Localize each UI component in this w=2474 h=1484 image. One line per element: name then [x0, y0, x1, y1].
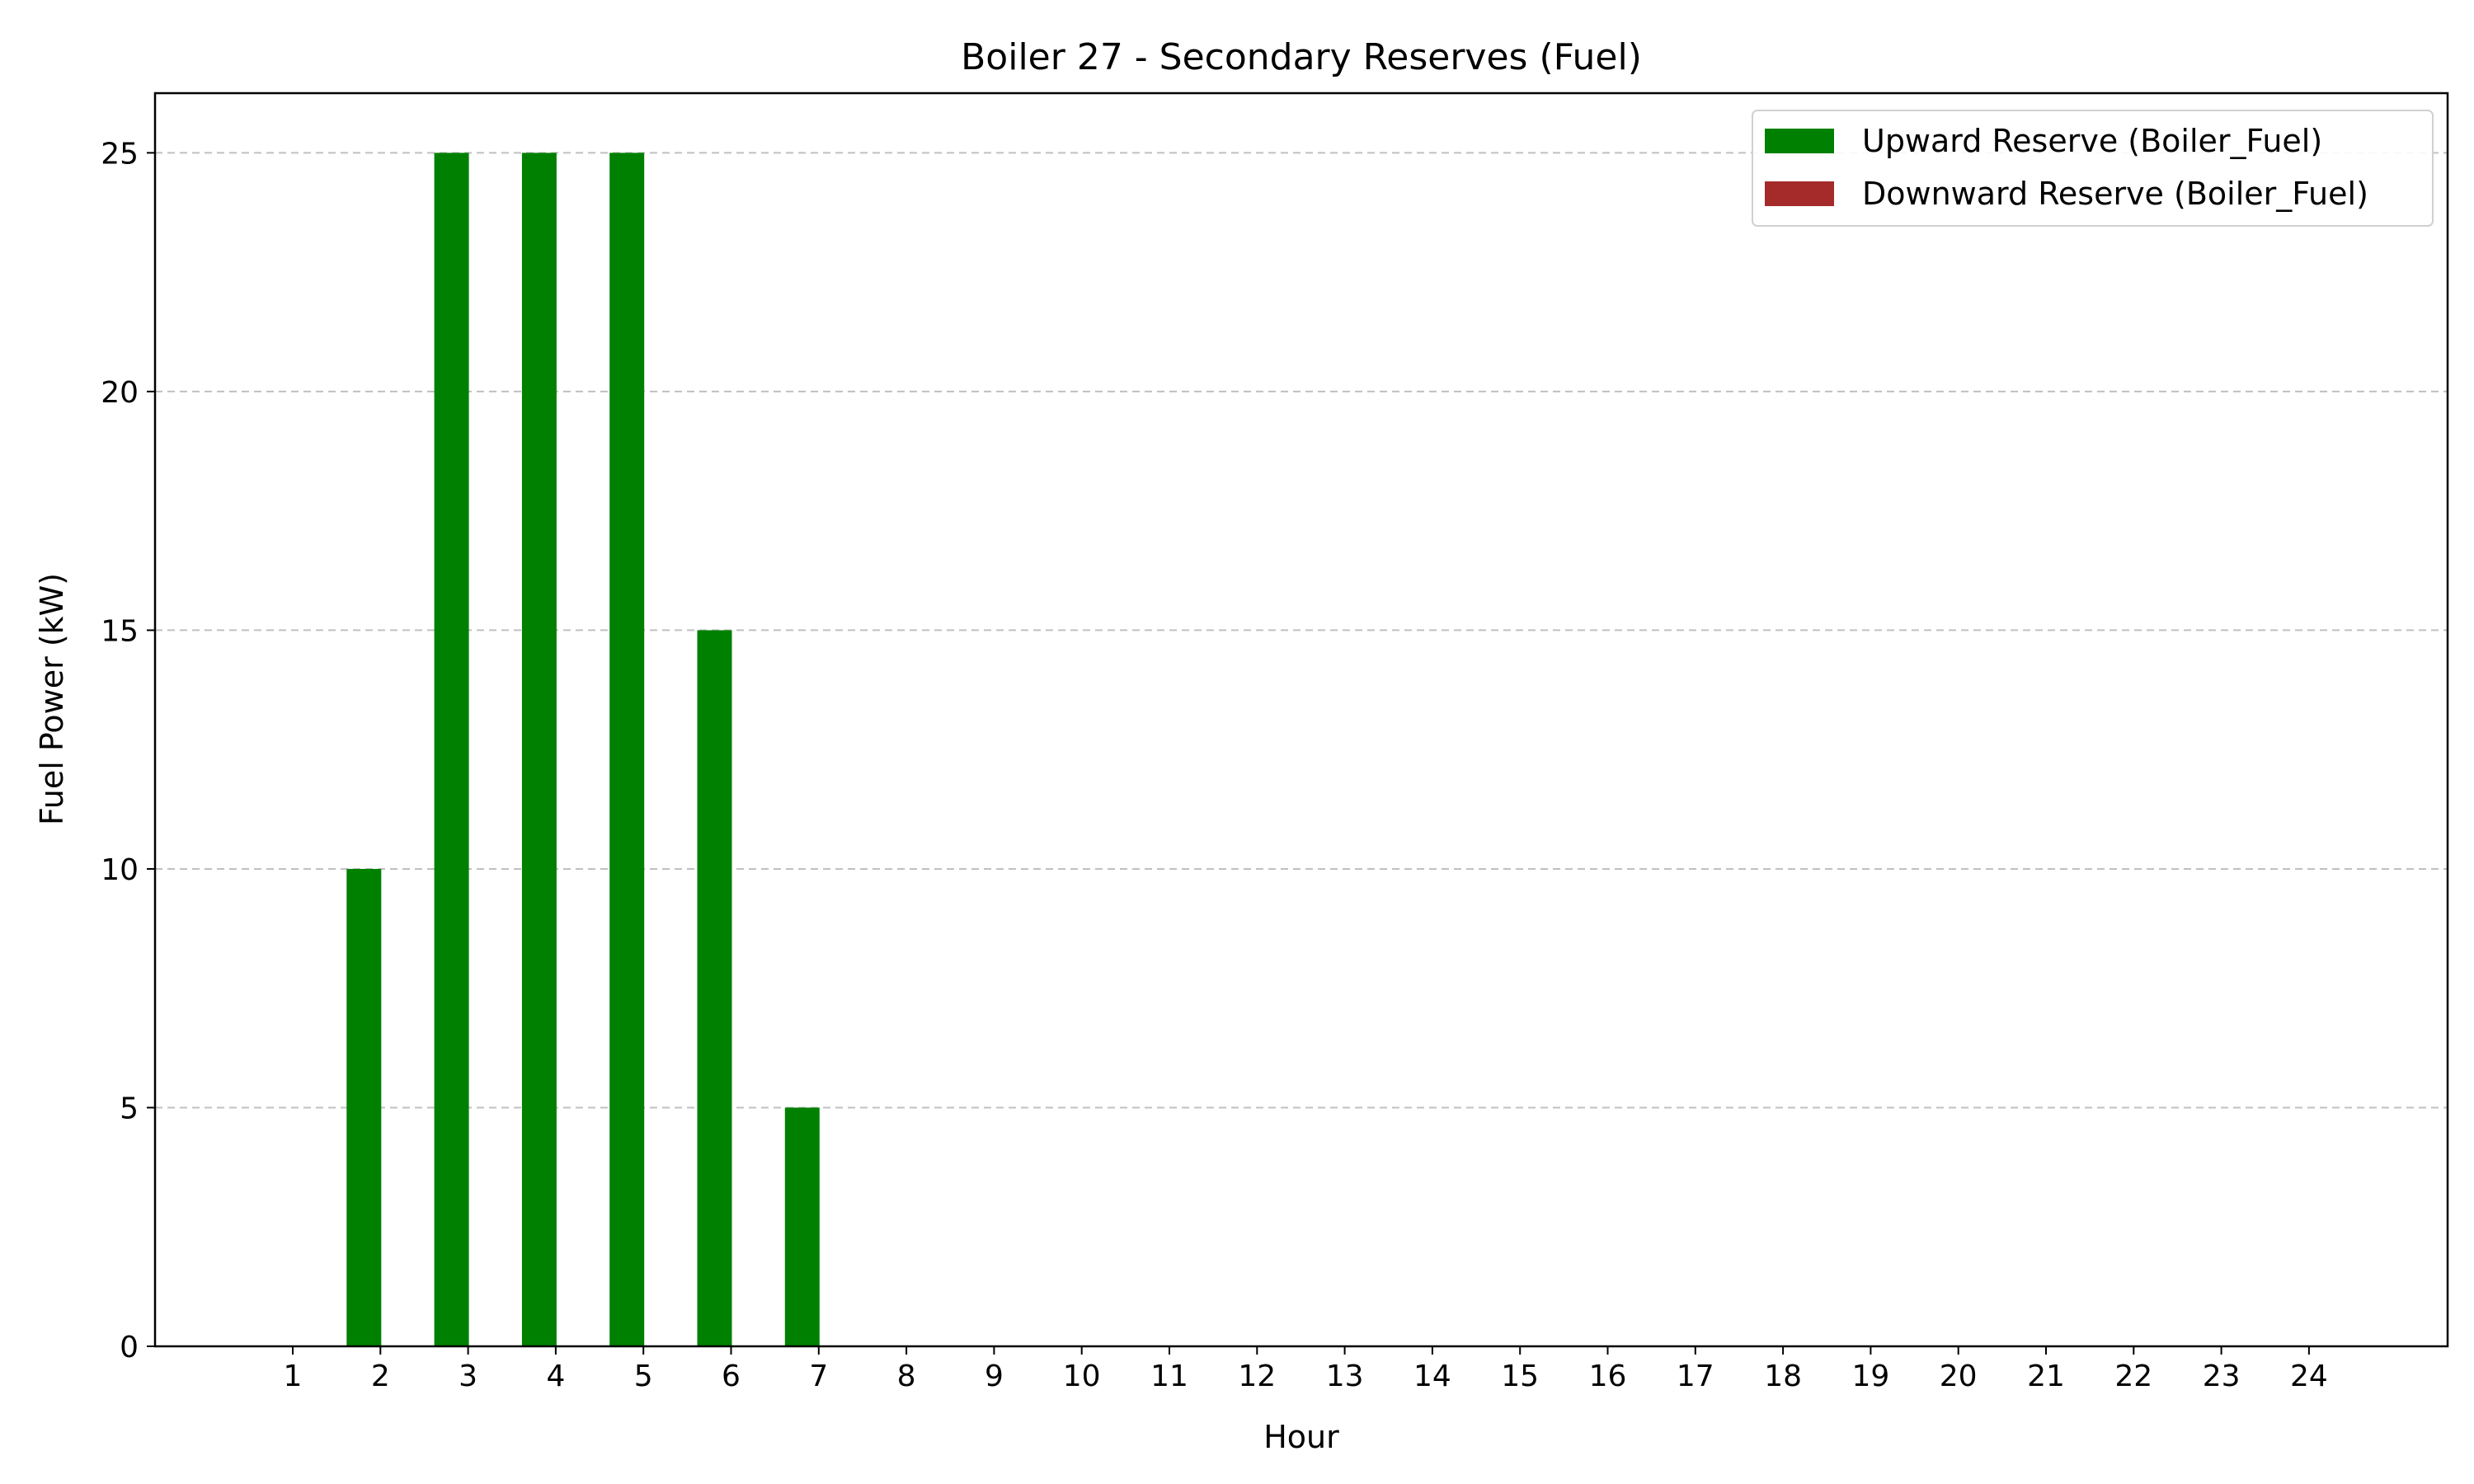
bars: [346, 153, 820, 1346]
plot-area-frame: [153, 92, 2449, 1348]
x-tick-label: 7: [809, 1360, 828, 1393]
x-tick-label: 5: [634, 1360, 653, 1393]
x-tick-label: 17: [1677, 1360, 1714, 1393]
legend: Upward Reserve (Boiler_Fuel) Downward Res…: [1752, 110, 2434, 227]
x-tick-label: 18: [1764, 1360, 1802, 1393]
chart-title: Boiler 27 - Secondary Reserves (Fuel): [961, 36, 1642, 78]
x-tick-label: 22: [2114, 1360, 2152, 1393]
x-tick-label: 2: [371, 1360, 390, 1393]
x-tick-label: 1: [284, 1360, 303, 1393]
bar-series0-hour-5: [609, 153, 645, 1346]
y-axis-label: Fuel Power (kW): [34, 573, 70, 825]
x-tick-label: 14: [1413, 1360, 1451, 1393]
x-axis-ticks: 1 2 3 4 5 6 7 8 9 10 11 12 13 14 15 16 17 18 19 20 21 22 23 24: [284, 1346, 2328, 1393]
x-tick-label: 13: [1326, 1360, 1364, 1393]
legend-swatch-1: [1765, 181, 1834, 206]
y-tick-label: 25: [101, 137, 139, 171]
bar-series0-hour-4: [521, 153, 557, 1346]
y-tick-label: 20: [101, 376, 139, 410]
bar-series0-hour-3: [434, 153, 469, 1346]
legend-label-1: Downward Reserve (Boiler_Fuel): [1862, 176, 2368, 212]
y-tick-label: 0: [120, 1331, 139, 1364]
bar-series0-hour-7: [784, 1107, 820, 1346]
x-tick-label: 11: [1150, 1360, 1188, 1393]
y-axis-ticks: 0 5 10 15 20 25: [101, 137, 155, 1364]
legend-swatch-0: [1765, 129, 1834, 153]
x-tick-label: 20: [1940, 1360, 1978, 1393]
x-tick-label: 4: [546, 1360, 565, 1393]
bar-series0-hour-6: [697, 630, 732, 1346]
x-tick-label: 12: [1238, 1360, 1276, 1393]
x-tick-label: 10: [1063, 1360, 1101, 1393]
x-tick-label: 6: [722, 1360, 741, 1393]
x-tick-label: 21: [2027, 1360, 2065, 1393]
x-axis-label: Hour: [1263, 1419, 1339, 1455]
y-tick-label: 10: [101, 853, 139, 887]
x-tick-label: 19: [1851, 1360, 1889, 1393]
bar-series0-hour-2: [346, 868, 382, 1346]
y-tick-label: 5: [120, 1092, 139, 1125]
x-tick-label: 8: [897, 1360, 916, 1393]
legend-label-0: Upward Reserve (Boiler_Fuel): [1862, 123, 2322, 159]
x-tick-label: 9: [985, 1360, 1004, 1393]
y-tick-label: 15: [101, 614, 139, 648]
x-tick-label: 3: [459, 1360, 477, 1393]
x-tick-label: 15: [1501, 1360, 1539, 1393]
x-tick-label: 16: [1589, 1360, 1627, 1393]
x-tick-label: 23: [2203, 1360, 2241, 1393]
x-tick-label: 24: [2290, 1360, 2328, 1393]
legend-box: [1752, 110, 2434, 227]
